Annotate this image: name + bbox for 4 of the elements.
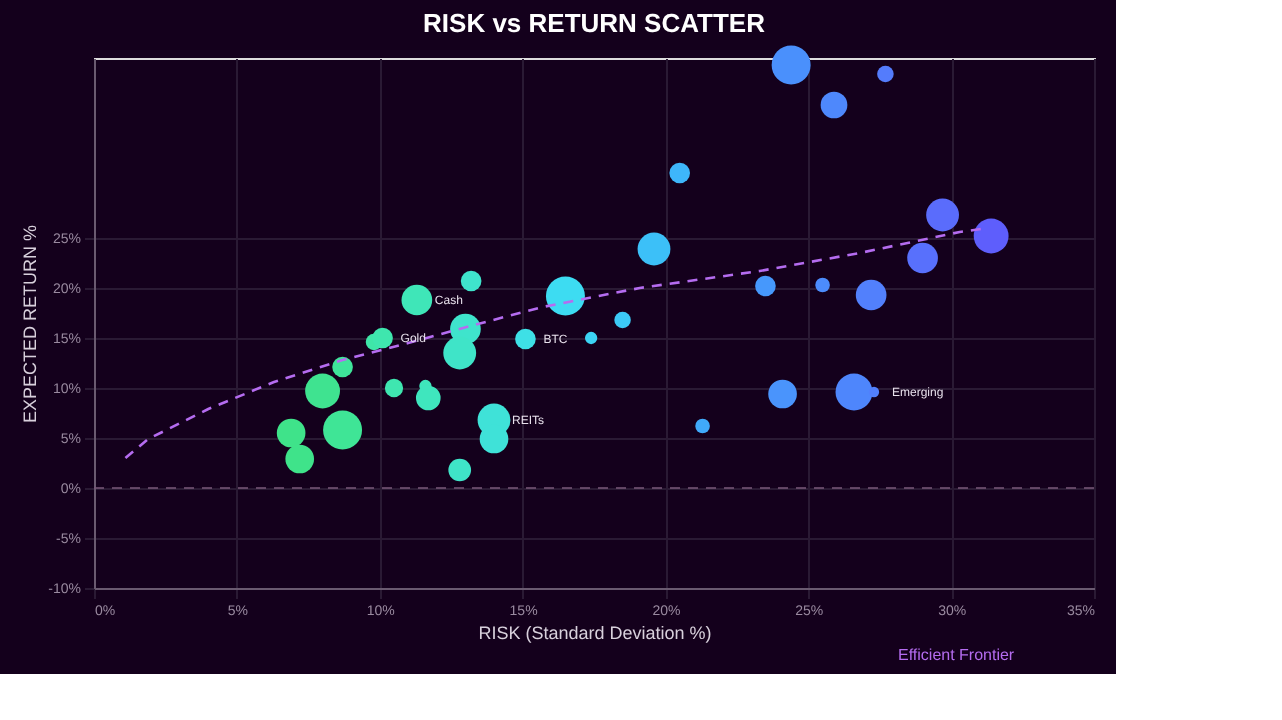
chart-title: RISK vs RETURN SCATTER: [423, 7, 767, 38]
text: Efficient Frontier: [898, 646, 1015, 664]
y-axis-title: EXPECTED RETURN %: [20, 224, 41, 424]
x-axis-title: RISK (Standard Deviation %): [478, 623, 712, 643]
